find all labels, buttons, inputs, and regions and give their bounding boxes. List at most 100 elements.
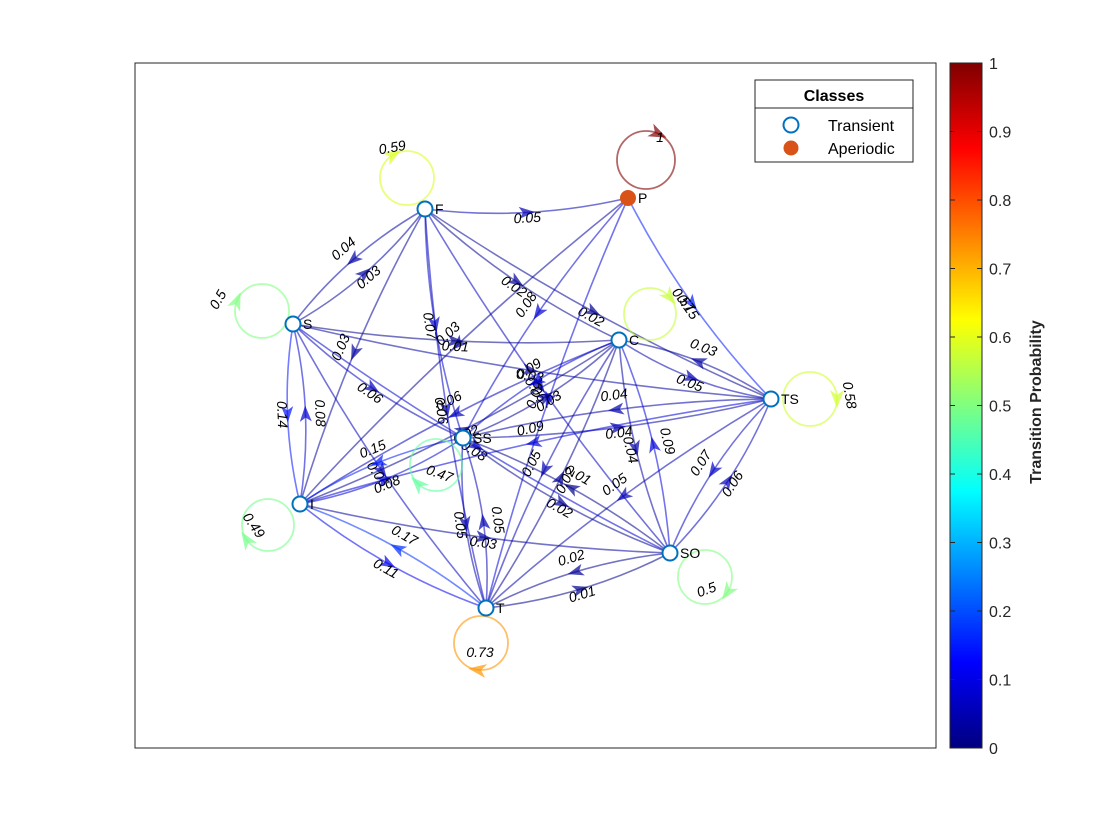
colorbar-tick-label: 0.5 [989,399,1011,416]
self-loops-layer: 0.59 10.5 0.570.580.470.490.50.73 [206,123,860,678]
node-label: SS [473,430,492,446]
node-label: TS [781,391,799,407]
node-so: SO [661,544,700,562]
colorbar-tick-label: 0.3 [989,536,1011,553]
edge-arrowhead [447,334,464,347]
colorbar-tick-label: 0.2 [989,604,1011,621]
self-loop-curve [623,287,677,341]
edge-arrowhead [299,405,312,422]
node-marker [610,331,628,349]
node-marker [454,429,472,447]
self-loop-arrowhead [468,664,488,678]
self-loop-probability-label: 0.59 [377,137,407,158]
edge-probability-label: 0.04 [620,435,642,465]
edge-probability-label: 0.04 [599,385,628,404]
plot-area [134,62,937,749]
edge-so-to-c: 0.09 [618,339,679,554]
node-label: F [435,201,444,217]
edge-c-to-so: 0.04 [618,339,671,554]
self-loop-probability-label: 0.73 [466,644,493,660]
edge-arrowhead [351,343,363,361]
edge-arrowhead [525,435,543,447]
edge-probability-label: 0.05 [513,209,541,226]
edge-arrowhead [427,316,440,333]
colorbar-gradient [949,62,983,749]
self-loop-probability-label: 1 [656,129,664,145]
edge-arrowhead [281,406,294,423]
edge-arrowhead [649,436,661,454]
self-loop-arrowhead [658,285,676,305]
self-loop-t: 0.73 [453,615,509,678]
edge-ts-to-ss: 0.04 [462,385,772,439]
edge-arrowhead [682,293,697,311]
node-ss: SS [454,429,492,447]
self-loop-curve [677,549,733,605]
nodes-layer: F P S C TS SS I SO T [284,190,799,617]
edge-probability-label: 0.01 [567,582,598,605]
node-label: C [629,332,639,348]
edge-arrowhead [347,249,364,265]
edge-i-to-so: 0.03 [299,503,671,554]
colorbar-tick-label: 0.8 [989,193,1011,210]
self-loop-f: 0.59 [377,137,435,206]
node-t: T [477,599,505,617]
edge-arrowhead [378,554,396,568]
node-marker [477,599,495,617]
self-loop-curve [241,498,295,552]
edge-probability-label: 0.05 [451,510,471,539]
self-loop-ts: 0.58 [782,371,860,427]
edge-arrowhead [552,494,570,508]
colorbar-ticks: 0 0.1 0.2 0.3 0.4 0.5 0.6 0.7 0.8 0.9 1 [950,56,1011,758]
colorbar-tick-label: 0.1 [989,673,1011,690]
self-loop-curve [616,130,676,190]
edge-arrowhead [529,372,547,386]
node-label: SO [680,545,700,561]
edge-ss-to-t: 0.05 [451,437,487,609]
legend-aperiodic-label: Aperiodic [828,141,895,158]
edge-so-to-t: 0.02 [485,546,671,609]
edge-ts-to-i: 0.09 [299,398,772,505]
legend: Classes Transient Aperiodic [754,79,914,163]
node-label: T [496,600,505,616]
self-loop-curve [409,438,463,492]
self-loop-curve [379,150,435,206]
edge-arrowhead [354,268,371,284]
edge-arrowhead [535,392,553,406]
node-marker [284,315,302,333]
edge-arrowhead [506,272,524,287]
node-s: S [284,315,312,333]
edge-probability-label: 0.04 [604,423,633,442]
edge-probability-label: 0.08 [312,399,329,427]
self-loop-arrowhead [241,531,258,551]
edge-arrowhead [375,476,393,488]
edge-arrowhead [583,302,601,316]
edge-t-to-ss: 0.05 [462,437,508,609]
node-marker [762,390,780,408]
colorbar-tick-label: 0.9 [989,125,1011,142]
colorbar-tick-label: 0.6 [989,330,1011,347]
colorbar: 0 0.1 0.2 0.3 0.4 0.5 0.6 0.7 0.8 0.9 1 Transition… [949,56,1045,758]
node-c: C [610,331,639,349]
edge-arrowhead [628,439,640,457]
edge-arrowhead [458,515,471,533]
self-loop-p: 1 [616,123,676,190]
edge-s-to-i: 0.14 [274,323,301,505]
self-loop-arrowhead [647,123,667,138]
edge-probability-label: 0.09 [657,426,679,456]
node-label: S [303,316,312,332]
self-loop-arrowhead [227,292,241,312]
edge-probability-label: 0.14 [274,401,291,429]
edge-arrowhead [521,363,539,376]
edge-arrowhead [439,401,452,418]
node-f: F [416,200,444,218]
edge-probability-label: 0.02 [556,546,587,569]
edge-s-to-c: 0.01 [292,323,620,355]
node-label: I [310,496,314,512]
colorbar-tick-label: 1 [989,56,998,73]
edge-arrowhead [567,563,585,576]
edge-arrowhead [466,436,484,451]
colorbar-tick-label: 0.7 [989,262,1011,279]
node-marker [661,544,679,562]
edge-arrowhead [478,513,491,531]
